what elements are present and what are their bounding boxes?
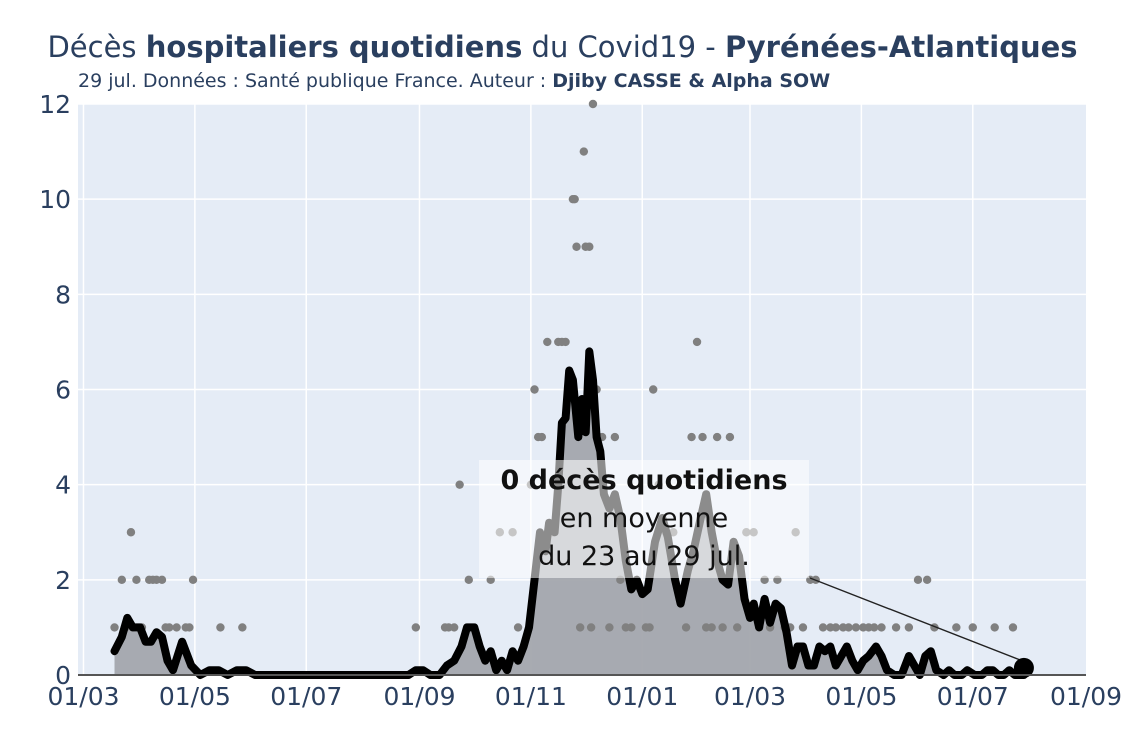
daily-point <box>188 575 198 585</box>
daily-point <box>605 623 614 632</box>
daily-point <box>157 575 167 585</box>
x-tick-label: 01/09 <box>383 682 455 711</box>
daily-point <box>586 623 596 632</box>
daily-point <box>869 623 879 632</box>
annotation-line-2: en moyenne <box>559 503 729 534</box>
x-tick-label: 01/03 <box>47 682 119 711</box>
daily-point <box>132 575 141 585</box>
average-line <box>110 347 1028 679</box>
annotation-arrow-line <box>809 577 1021 661</box>
x-tick-label: 01/01 <box>606 682 678 711</box>
chart-subtitle: 29 jul. Données : Santé publique France.… <box>78 70 830 92</box>
title-bold-1: hospitaliers quotidiens <box>145 30 523 64</box>
annotation-box: 0 décès quotidiens en moyenne du 23 au 2… <box>479 460 809 578</box>
chart-title: Décès hospitaliers quotidiens du Covid19… <box>0 30 1125 64</box>
daily-point <box>649 385 658 394</box>
daily-point <box>877 623 886 632</box>
daily-point <box>990 623 999 632</box>
title-part-2: du Covid19 - <box>522 30 725 64</box>
daily-point <box>238 623 247 632</box>
daily-point <box>968 623 977 632</box>
daily-point <box>844 623 853 632</box>
y-tick-label: 2 <box>55 566 71 595</box>
title-bold-2: Pyrénées-Atlantiques <box>724 30 1078 64</box>
x-tick-label: 01/05 <box>825 682 897 711</box>
daily-point <box>110 623 119 632</box>
daily-point <box>561 337 570 347</box>
daily-point <box>513 623 523 632</box>
daily-point <box>831 623 841 632</box>
daily-point <box>570 194 579 204</box>
daily-point <box>712 432 722 442</box>
daily-point <box>913 575 923 585</box>
x-tick-label: 01/07 <box>270 682 342 711</box>
daily-point <box>681 623 691 632</box>
daily-point <box>579 147 589 156</box>
daily-point <box>692 337 702 347</box>
subtitle-text: 29 jul. Données : Santé publique France.… <box>78 70 553 92</box>
x-tick-label: 01/11 <box>495 682 567 711</box>
daily-point <box>165 623 174 632</box>
daily-point <box>904 623 914 632</box>
daily-point <box>585 242 594 251</box>
daily-point <box>543 337 552 347</box>
daily-point <box>575 623 585 632</box>
daily-point <box>172 623 181 632</box>
daily-point <box>455 480 464 489</box>
daily-point <box>610 432 620 442</box>
y-tick-label: 0 <box>55 661 71 690</box>
daily-point <box>449 623 459 632</box>
daily-point <box>851 623 861 632</box>
daily-point <box>698 432 707 442</box>
rolling-average-line <box>110 347 1028 679</box>
daily-point <box>464 575 473 585</box>
title-part-1: Décès <box>47 30 146 64</box>
daily-point <box>627 623 636 632</box>
daily-point <box>216 623 225 632</box>
daily-point <box>707 623 716 632</box>
y-tick-label: 6 <box>55 376 71 405</box>
x-tick-label: 01/05 <box>159 682 231 711</box>
y-tick-label: 4 <box>55 471 71 500</box>
daily-point <box>922 575 932 585</box>
axes: 0 2 4 6 8 10 12 01/03 01/05 01/07 01/09 01/11 01/01 0… <box>39 90 1122 711</box>
daily-point <box>537 432 547 442</box>
daily-point <box>588 99 598 109</box>
annotation-pointer <box>809 577 1034 678</box>
daily-point <box>1008 623 1018 632</box>
daily-point <box>572 242 581 251</box>
subtitle-authors: Djiby CASSE & Alpha SOW <box>552 70 831 92</box>
daily-point <box>818 623 828 632</box>
daily-point <box>185 623 194 632</box>
x-tick-label: 01/03 <box>714 682 786 711</box>
daily-point <box>798 623 808 632</box>
daily-point <box>891 623 901 632</box>
daily-point <box>725 432 735 442</box>
x-tick-label: 01/07 <box>937 682 1009 711</box>
daily-point <box>411 623 421 632</box>
annotation-line-3: du 23 au 29 jul. <box>538 541 750 572</box>
y-tick-label: 10 <box>39 185 71 214</box>
daily-point <box>530 385 539 394</box>
daily-point <box>126 528 136 537</box>
y-tick-label: 12 <box>39 90 71 119</box>
latest-value-marker <box>1013 657 1034 678</box>
daily-point <box>687 432 696 442</box>
daily-point <box>718 623 727 632</box>
daily-point <box>733 623 742 632</box>
daily-point <box>645 623 654 632</box>
annotation-headline: 0 décès quotidiens <box>500 465 788 496</box>
y-tick-label: 8 <box>55 280 71 309</box>
x-tick-label: 01/09 <box>1050 682 1122 711</box>
daily-point <box>952 623 961 632</box>
daily-point <box>117 575 127 585</box>
